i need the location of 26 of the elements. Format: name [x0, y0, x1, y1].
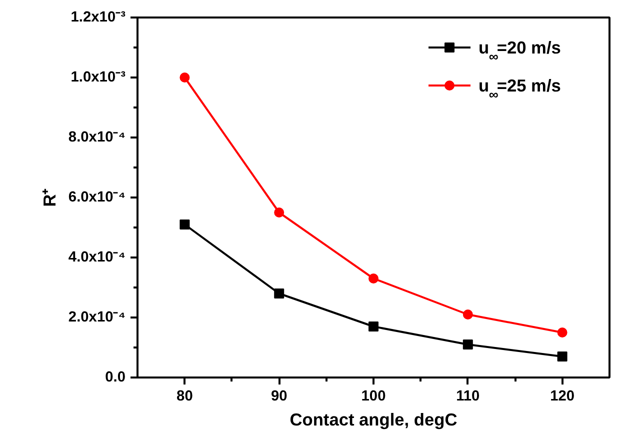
- x-tick-label: 120: [550, 388, 575, 404]
- x-axis-title: Contact angle, degC: [290, 410, 458, 430]
- x-tick-label: 100: [361, 388, 386, 404]
- point: [180, 72, 190, 82]
- x-tick-label: 90: [270, 388, 288, 404]
- point: [368, 322, 378, 332]
- point: [274, 208, 284, 218]
- point: [180, 220, 190, 230]
- y-tick-label: 2.0x10⁻⁴: [68, 310, 126, 326]
- y-tick-label: 0.0: [105, 370, 126, 386]
- y-tick-label: 6.0x10⁻⁴: [68, 190, 126, 206]
- y-tick-label: 1.2x10⁻³: [70, 10, 126, 26]
- x-tick-label: 110: [456, 388, 480, 404]
- y-axis-title: R⁺: [39, 188, 60, 207]
- point: [274, 288, 284, 298]
- legend-label: u∞=25 m/s: [478, 76, 561, 102]
- point: [557, 352, 568, 362]
- point: [462, 310, 473, 320]
- point: [462, 340, 473, 350]
- point: [368, 274, 378, 284]
- y-tick-label: 4.0x10⁻⁴: [68, 250, 126, 266]
- y-tick-label: 8.0x10⁻⁴: [68, 130, 126, 146]
- y-tick-label: 1.0x10⁻³: [70, 70, 126, 86]
- legend-label: u∞=20 m/s: [478, 38, 561, 64]
- point: [557, 328, 568, 338]
- x-tick-label: 80: [176, 388, 193, 404]
